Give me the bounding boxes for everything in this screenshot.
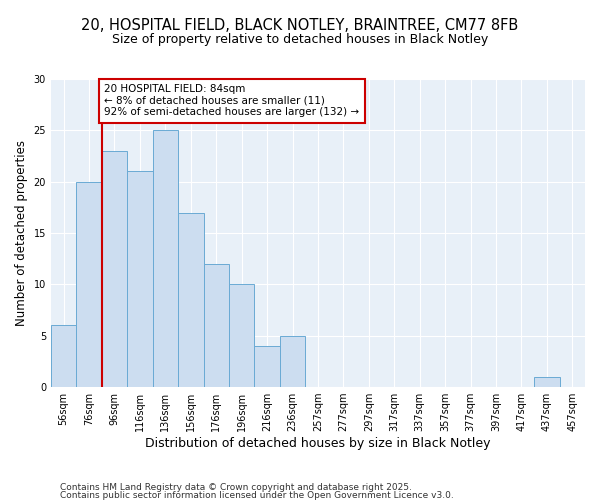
- Text: Size of property relative to detached houses in Black Notley: Size of property relative to detached ho…: [112, 32, 488, 46]
- Bar: [534, 377, 560, 387]
- Bar: [51, 326, 76, 387]
- Bar: [280, 336, 305, 387]
- Bar: [127, 172, 152, 387]
- Bar: [102, 151, 127, 387]
- Bar: [203, 264, 229, 387]
- Text: 20, HOSPITAL FIELD, BLACK NOTLEY, BRAINTREE, CM77 8FB: 20, HOSPITAL FIELD, BLACK NOTLEY, BRAINT…: [82, 18, 518, 32]
- Bar: [178, 212, 203, 387]
- Text: Contains public sector information licensed under the Open Government Licence v3: Contains public sector information licen…: [60, 491, 454, 500]
- X-axis label: Distribution of detached houses by size in Black Notley: Distribution of detached houses by size …: [145, 437, 491, 450]
- Bar: [76, 182, 102, 387]
- Text: Contains HM Land Registry data © Crown copyright and database right 2025.: Contains HM Land Registry data © Crown c…: [60, 482, 412, 492]
- Bar: [229, 284, 254, 387]
- Bar: [152, 130, 178, 387]
- Text: 20 HOSPITAL FIELD: 84sqm
← 8% of detached houses are smaller (11)
92% of semi-de: 20 HOSPITAL FIELD: 84sqm ← 8% of detache…: [104, 84, 359, 117]
- Y-axis label: Number of detached properties: Number of detached properties: [15, 140, 28, 326]
- Bar: [254, 346, 280, 387]
